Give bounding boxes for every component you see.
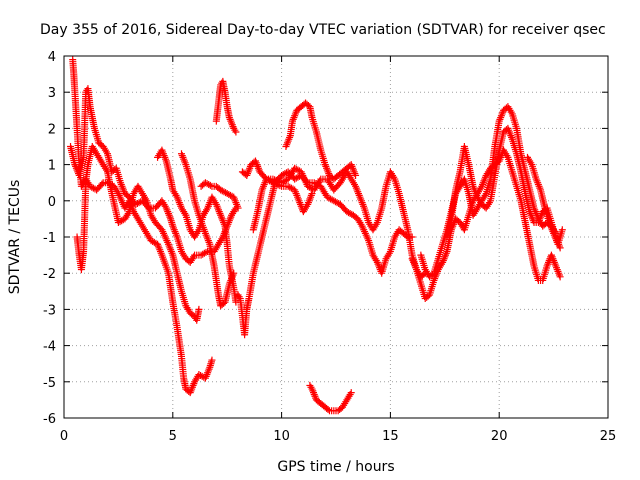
y-tick-label: -2 — [43, 267, 56, 282]
chart-title: Day 355 of 2016, Sidereal Day-to-day VTE… — [40, 22, 606, 38]
data-point — [195, 305, 203, 313]
y-tick-label: -6 — [43, 412, 56, 427]
data-point — [558, 226, 566, 234]
data-points — [67, 56, 566, 415]
series-track-i — [238, 157, 429, 281]
x-tick-label: 0 — [60, 429, 68, 444]
data-point — [232, 298, 240, 306]
data-point — [208, 356, 216, 364]
x-tick-label: 20 — [491, 429, 508, 444]
data-point — [347, 389, 355, 397]
series-track-l — [306, 381, 355, 415]
y-tick-label: 2 — [48, 122, 56, 137]
y-tick-label: 1 — [48, 159, 56, 174]
series-track-e — [178, 150, 238, 310]
data-point — [287, 184, 295, 192]
y-tick-label: 3 — [48, 86, 56, 101]
y-tick-label: -3 — [43, 303, 56, 318]
data-point — [205, 181, 213, 189]
data-point — [556, 244, 564, 252]
data-point — [294, 166, 302, 174]
x-tick-label: 5 — [169, 429, 177, 444]
data-point — [352, 171, 360, 179]
data-point — [234, 204, 242, 212]
y-tick-label: -4 — [43, 340, 56, 355]
x-axis-label: GPS time / hours — [277, 459, 394, 475]
y-axis-label: SDTVAR / TECUs — [7, 180, 23, 295]
y-tick-label: 0 — [48, 195, 56, 210]
data-point — [556, 273, 564, 281]
data-point — [206, 181, 214, 189]
series-track-f — [197, 179, 242, 212]
data-point — [308, 190, 316, 198]
data-point — [150, 238, 158, 246]
x-tick-label: 25 — [600, 429, 617, 444]
y-tick-label: -5 — [43, 376, 56, 391]
data-point — [230, 269, 238, 277]
series-track-j — [249, 175, 316, 234]
series-track-g — [212, 77, 240, 136]
data-point — [324, 406, 332, 414]
y-tick-label: -1 — [43, 231, 56, 246]
data-point — [98, 180, 106, 188]
x-tick-label: 15 — [382, 429, 399, 444]
series-track-p — [523, 153, 566, 248]
data-point — [200, 249, 208, 257]
data-point — [267, 178, 275, 186]
series-track-k — [282, 99, 360, 183]
data-point — [232, 128, 240, 136]
series-track-c — [73, 143, 203, 324]
x-tick-label: 10 — [273, 429, 290, 444]
y-tick-label: 4 — [48, 50, 56, 65]
series-track-o — [443, 124, 564, 252]
series-track-h — [234, 168, 416, 339]
